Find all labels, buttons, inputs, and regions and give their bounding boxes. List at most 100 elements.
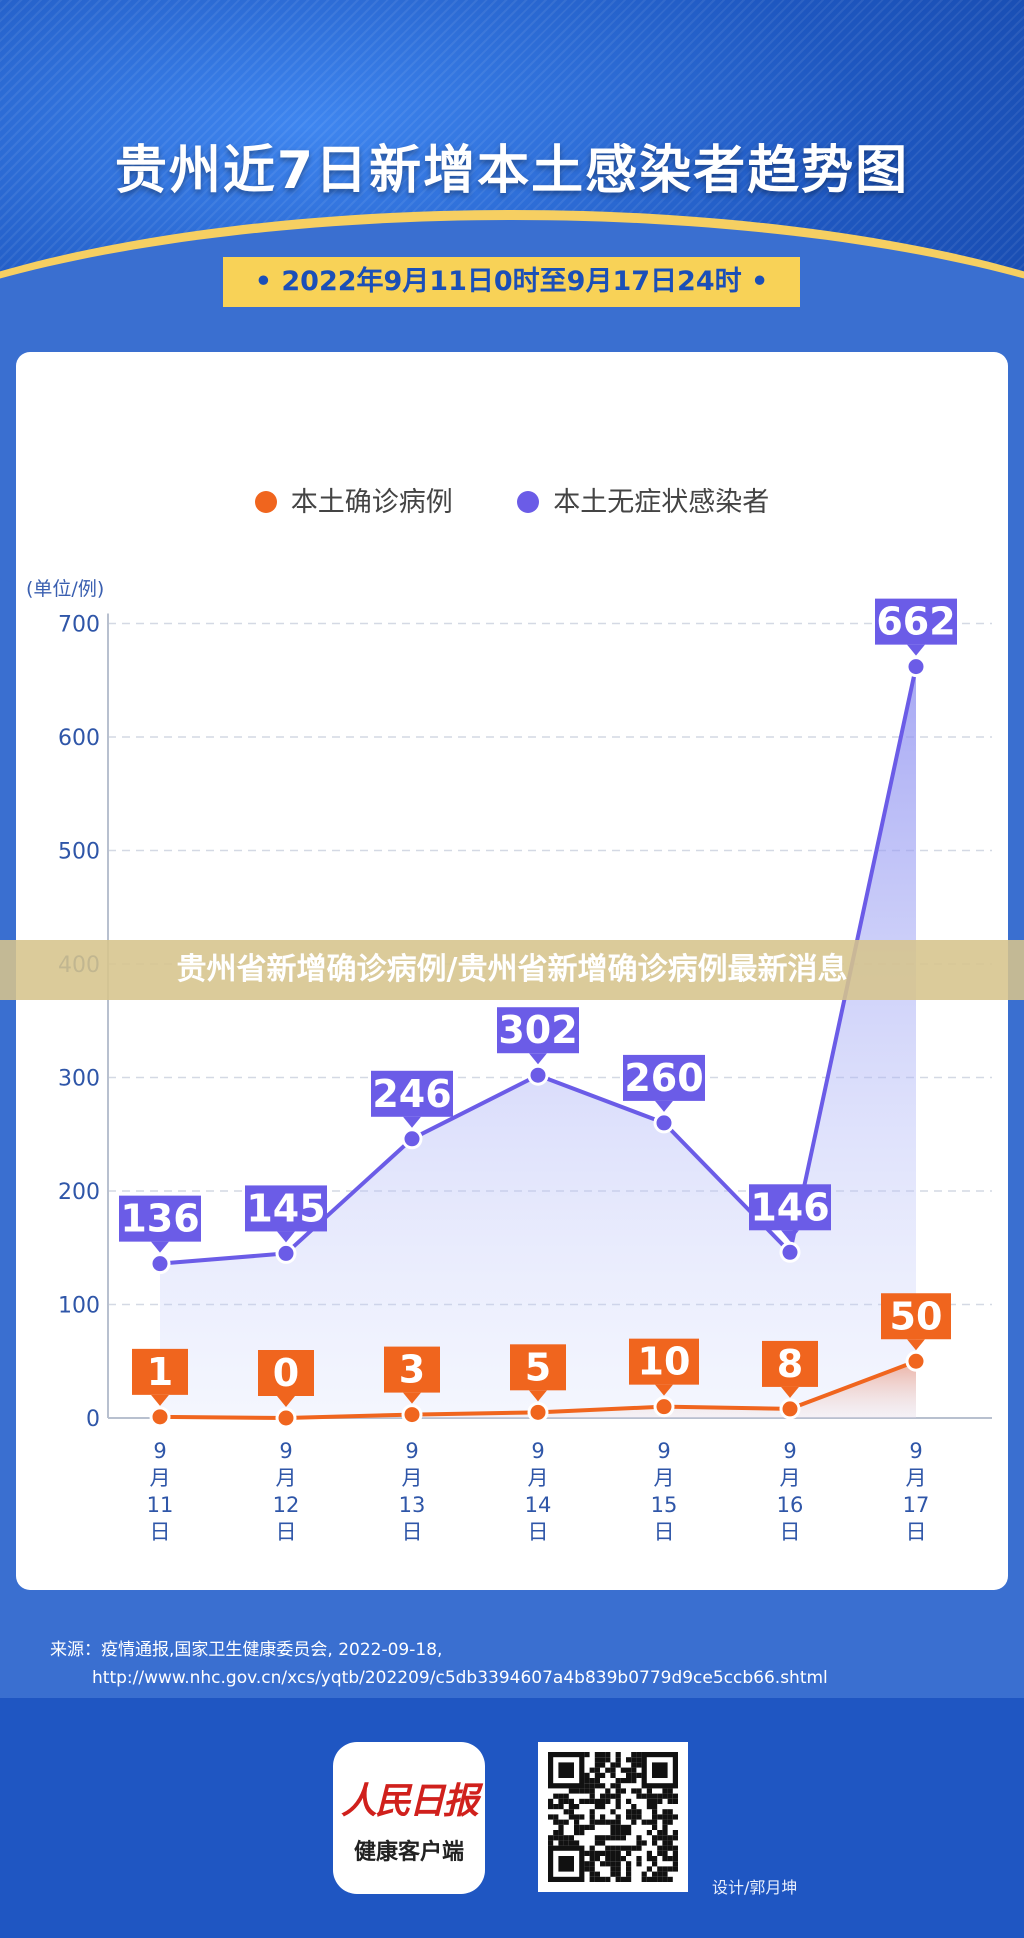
qr-module: [646, 1856, 652, 1862]
data-label-series-2: 246: [371, 1070, 453, 1128]
qr-finder-core: [558, 1762, 574, 1778]
qr-module: [548, 1814, 554, 1820]
qr-module: [605, 1788, 611, 1794]
qr-module: [610, 1767, 616, 1773]
qr-module: [626, 1772, 632, 1778]
x-tick-line: 月: [654, 1466, 675, 1490]
qr-module: [667, 1793, 673, 1799]
data-label-pointer: [403, 1392, 421, 1404]
qr-module: [652, 1856, 658, 1862]
qr-module: [657, 1850, 663, 1856]
qr-module: [600, 1819, 606, 1825]
x-tick-line: 9: [279, 1439, 292, 1463]
qr-module: [631, 1819, 637, 1825]
qr-module: [574, 1814, 580, 1820]
qr-module: [662, 1840, 668, 1846]
qr-module: [600, 1752, 606, 1758]
x-tick-line: 月: [780, 1466, 801, 1490]
data-label-pointer: [907, 644, 925, 656]
qr-module: [584, 1783, 590, 1789]
data-label-text: 10: [638, 1340, 691, 1384]
qr-module: [615, 1824, 621, 1830]
qr-module: [620, 1845, 626, 1851]
qr-module: [646, 1819, 652, 1825]
x-tick-line: 日: [654, 1520, 675, 1544]
qr-module: [662, 1830, 668, 1836]
qr-module: [605, 1819, 611, 1825]
qr-module: [574, 1830, 580, 1836]
qr-module: [672, 1861, 678, 1867]
qr-module: [579, 1824, 585, 1830]
qr-module: [636, 1861, 642, 1867]
qr-module: [636, 1809, 642, 1815]
qr-module: [600, 1840, 606, 1846]
overlay-banner: 贵州省新增确诊病例/贵州省新增确诊病例最新消息: [0, 940, 1024, 1000]
qr-code-icon[interactable]: [538, 1742, 688, 1892]
qr-module: [558, 1804, 564, 1810]
qr-module: [584, 1752, 590, 1758]
data-label-pointer: [655, 1100, 673, 1112]
qr-module: [610, 1856, 616, 1862]
data-label-text: 3: [399, 1348, 425, 1392]
qr-module: [631, 1845, 637, 1851]
qr-module: [610, 1835, 616, 1841]
qr-module: [662, 1824, 668, 1830]
data-label-badge: [119, 1195, 201, 1242]
qr-module: [667, 1866, 673, 1872]
data-label-series-2: 136: [119, 1195, 201, 1253]
qr-module: [636, 1757, 642, 1763]
area-series-2: [160, 666, 916, 1418]
qr-module: [662, 1871, 668, 1877]
x-tick-label: 9 月 13 日: [399, 1439, 426, 1544]
qr-module: [667, 1819, 673, 1825]
qr-module: [600, 1798, 606, 1804]
qr-module: [620, 1767, 626, 1773]
data-point-series-1: [653, 1396, 675, 1418]
x-tick-line: 14: [525, 1493, 552, 1517]
qr-module: [667, 1814, 673, 1820]
qr-module: [600, 1783, 606, 1789]
x-tick-line: 月: [402, 1466, 423, 1490]
data-point-series-2: [275, 1242, 297, 1264]
qr-module: [657, 1845, 663, 1851]
qr-module: [589, 1798, 595, 1804]
legend-dot-confirmed: [254, 491, 277, 513]
data-label-badge: [875, 598, 957, 645]
x-tick-line: 16: [777, 1493, 804, 1517]
qr-module: [600, 1804, 606, 1810]
source-url[interactable]: http://www.nhc.gov.cn/xcs/yqtb/202209/c5…: [92, 1668, 828, 1688]
qr-module: [553, 1793, 559, 1799]
y-axis-unit-label: (单位/例): [26, 578, 105, 600]
data-label-series-1: 8: [762, 1340, 818, 1398]
x-tick-line: 日: [276, 1520, 297, 1544]
data-point-series-2: [779, 1241, 801, 1263]
qr-module: [589, 1861, 595, 1867]
data-label-text: 8: [777, 1342, 803, 1386]
qr-module: [620, 1778, 626, 1784]
x-tick-line: 月: [528, 1466, 549, 1490]
qr-module: [563, 1835, 569, 1841]
qr-module: [548, 1804, 554, 1810]
qr-module: [626, 1809, 632, 1815]
qr-module: [605, 1861, 611, 1867]
data-label-pointer: [151, 1394, 169, 1406]
qr-module: [610, 1809, 616, 1815]
data-label-text: 302: [498, 1008, 577, 1052]
qr-module: [600, 1876, 606, 1882]
qr-module: [615, 1819, 621, 1825]
qr-module: [636, 1772, 642, 1778]
qr-module: [563, 1798, 569, 1804]
data-label-series-1: 5: [510, 1344, 566, 1402]
x-tick-line: 月: [150, 1466, 171, 1490]
y-tick-label: 300: [58, 1067, 100, 1092]
data-label-text: 1: [147, 1350, 173, 1394]
qr-module: [568, 1804, 574, 1810]
qr-module: [589, 1793, 595, 1799]
data-label-pointer: [277, 1396, 295, 1407]
logo-subtitle: 健康客户端: [353, 1840, 464, 1865]
data-label-pointer: [403, 1116, 421, 1128]
qr-module: [600, 1772, 606, 1778]
qr-module: [579, 1798, 585, 1804]
qr-module: [636, 1793, 642, 1799]
data-label-pointer: [655, 1384, 673, 1396]
